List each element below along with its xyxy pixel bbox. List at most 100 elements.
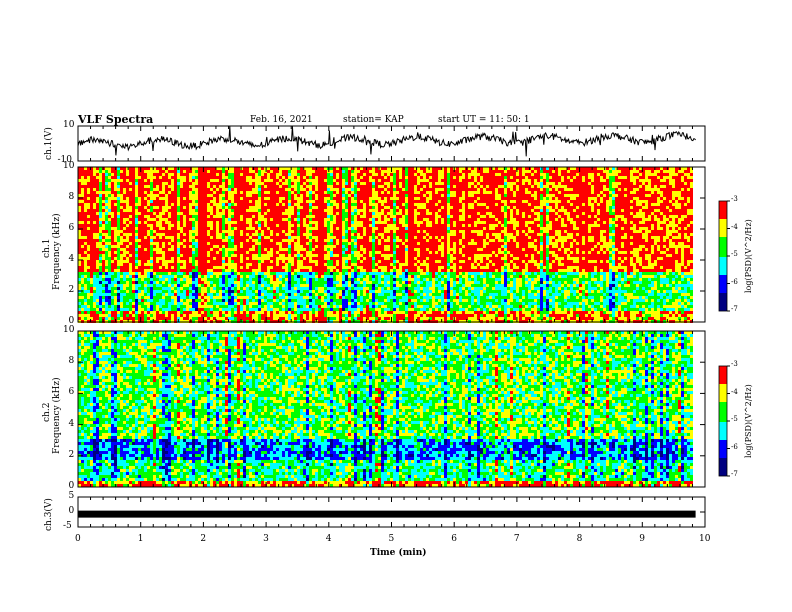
psd-cell [177, 266, 180, 269]
psd-cell [279, 224, 282, 227]
psd-cell [297, 272, 300, 275]
psd-cell [93, 188, 96, 191]
psd-cell [102, 290, 105, 293]
psd-cell [123, 176, 126, 179]
psd-cell [165, 314, 168, 317]
psd-cell [126, 251, 129, 254]
psd-cell [267, 263, 270, 266]
psd-cell [237, 266, 240, 269]
psd-cell [279, 269, 282, 272]
psd-cell [201, 224, 204, 227]
psd-cell [156, 200, 159, 203]
psd-cell [339, 263, 342, 266]
psd-cell [219, 281, 222, 284]
psd-cell [129, 305, 132, 308]
psd-cell [120, 188, 123, 191]
psd-cell [93, 233, 96, 236]
psd-cell [222, 167, 225, 170]
psd-cell [294, 281, 297, 284]
psd-cell [81, 233, 84, 236]
psd-cell [228, 275, 231, 278]
psd-cell [171, 302, 174, 305]
psd-cell [123, 218, 126, 221]
psd-cell [204, 179, 207, 182]
psd-cell [147, 272, 150, 275]
psd-cell [111, 305, 114, 308]
psd-cell [354, 251, 357, 254]
psd-cell [117, 167, 120, 170]
psd-cell [276, 293, 279, 296]
psd-cell [360, 317, 363, 320]
psd-cell [189, 194, 192, 197]
psd-cell [270, 299, 273, 302]
psd-cell [270, 284, 273, 287]
psd-cell [306, 263, 309, 266]
psd-cell [201, 281, 204, 284]
psd-cell [219, 200, 222, 203]
psd-cell [189, 203, 192, 206]
psd-cell [138, 212, 141, 215]
psd-cell [243, 191, 246, 194]
psd-cell [111, 227, 114, 230]
psd-cell [78, 293, 81, 296]
psd-cell [255, 170, 258, 173]
psd-cell [126, 317, 129, 320]
psd-cell [204, 239, 207, 242]
psd-cell [219, 221, 222, 224]
psd-cell [285, 296, 288, 299]
psd-cell [279, 215, 282, 218]
psd-cell [342, 167, 345, 170]
psd-cell [174, 317, 177, 320]
psd-cell [291, 248, 294, 251]
psd-cell [213, 212, 216, 215]
psd-cell [186, 248, 189, 251]
psd-cell [117, 242, 120, 245]
psd-cell [108, 251, 111, 254]
psd-cell [249, 242, 252, 245]
psd-cell [234, 215, 237, 218]
psd-cell [273, 302, 276, 305]
psd-cell [339, 197, 342, 200]
psd-cell [297, 257, 300, 260]
psd-cell [363, 311, 366, 314]
psd-cell [135, 203, 138, 206]
psd-cell [225, 167, 228, 170]
psd-cell [117, 278, 120, 281]
psd-cell [273, 248, 276, 251]
psd-cell [102, 182, 105, 185]
psd-cell [222, 275, 225, 278]
psd-cell [342, 275, 345, 278]
psd-cell [249, 209, 252, 212]
psd-cell [165, 299, 168, 302]
psd-cell [345, 224, 348, 227]
psd-cell [285, 302, 288, 305]
psd-cell [174, 221, 177, 224]
psd-cell [135, 227, 138, 230]
psd-cell [126, 245, 129, 248]
psd-cell [351, 209, 354, 212]
psd-cell [330, 281, 333, 284]
psd-cell [285, 224, 288, 227]
psd-cell [102, 215, 105, 218]
psd-cell [84, 212, 87, 215]
psd-cell [351, 275, 354, 278]
psd-cell [324, 284, 327, 287]
psd-cell [228, 317, 231, 320]
psd-cell [234, 176, 237, 179]
psd-cell [87, 305, 90, 308]
psd-cell [114, 239, 117, 242]
psd-cell [156, 302, 159, 305]
psd-cell [147, 296, 150, 299]
psd-cell [123, 236, 126, 239]
psd-cell [348, 254, 351, 257]
psd-cell [102, 266, 105, 269]
psd-cell [234, 272, 237, 275]
psd-cell [222, 191, 225, 194]
psd-cell [78, 239, 81, 242]
psd-cell [210, 302, 213, 305]
psd-cell [153, 206, 156, 209]
psd-cell [294, 278, 297, 281]
psd-cell [189, 317, 192, 320]
psd-cell [213, 311, 216, 314]
psd-cell [261, 206, 264, 209]
